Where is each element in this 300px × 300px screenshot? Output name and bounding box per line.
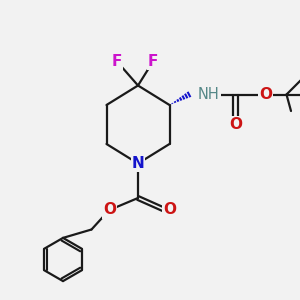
Text: F: F [112, 54, 122, 69]
Text: N: N [132, 156, 144, 171]
Text: O: O [259, 87, 272, 102]
Text: O: O [103, 202, 116, 217]
Text: NH: NH [198, 87, 220, 102]
Text: O: O [229, 117, 242, 132]
Text: F: F [148, 54, 158, 69]
Text: O: O [163, 202, 176, 217]
